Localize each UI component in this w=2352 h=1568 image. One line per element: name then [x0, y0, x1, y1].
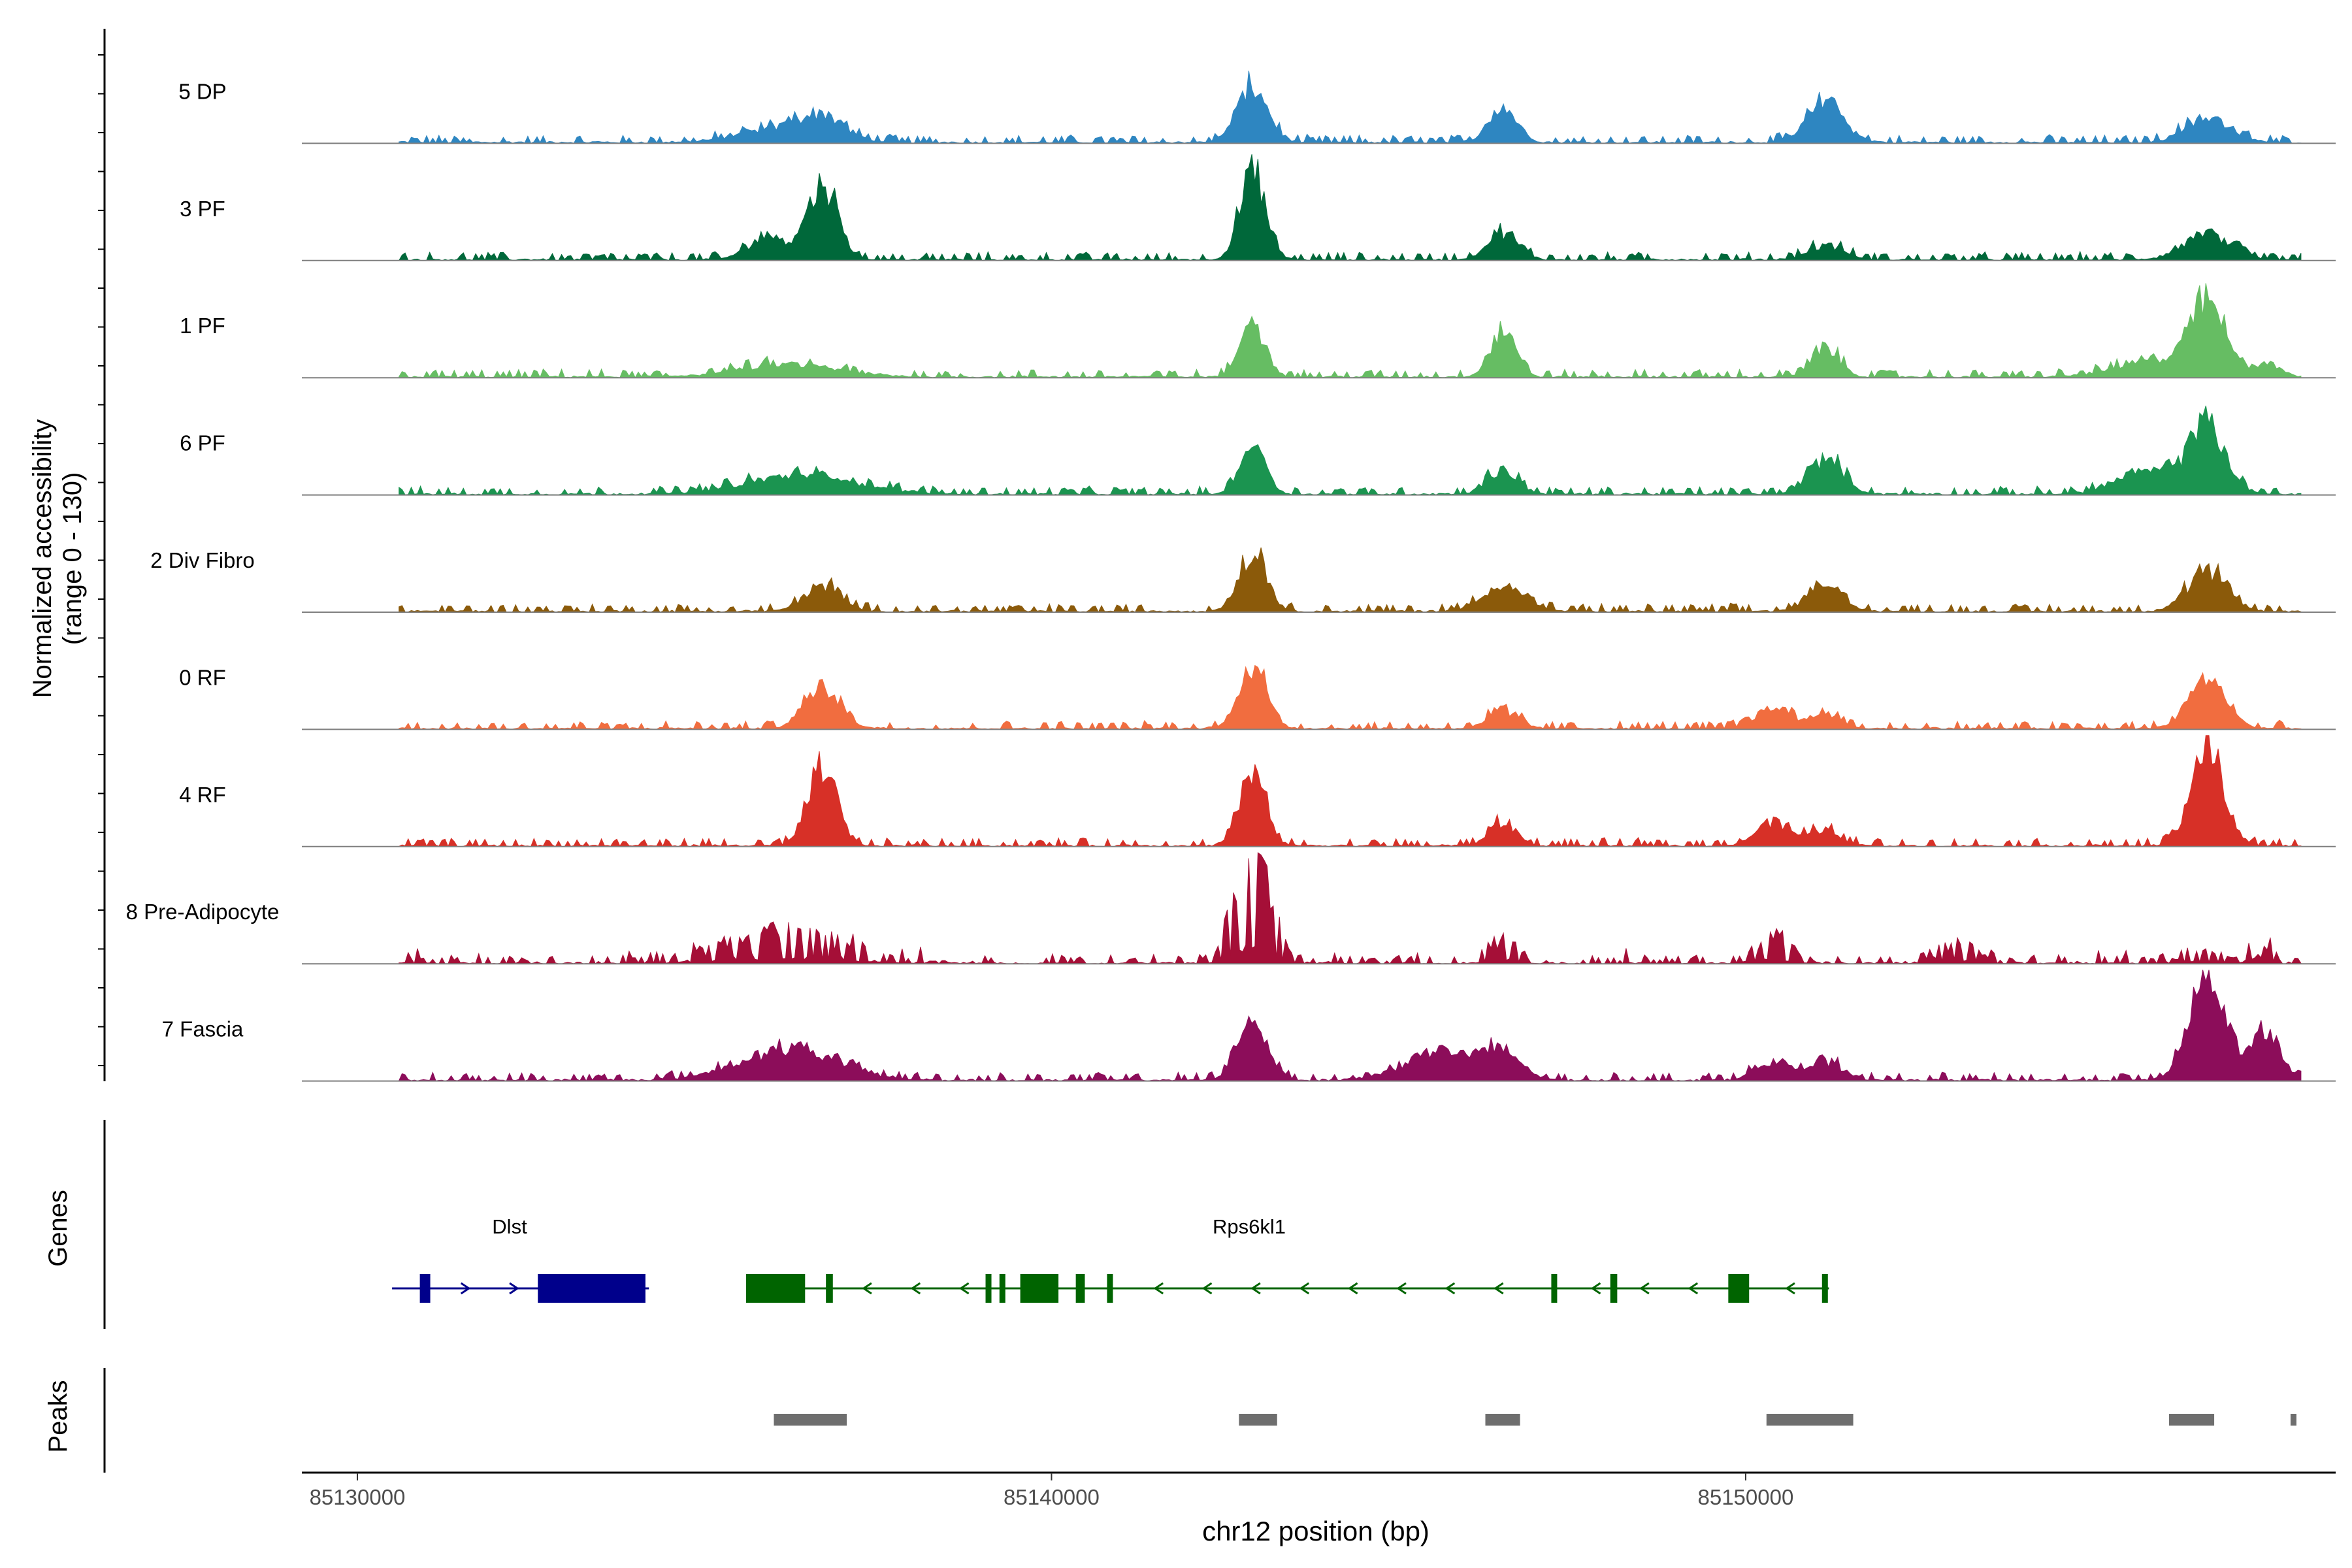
x-tick-label: 85150000 — [1697, 1485, 1793, 1509]
strand-arrow — [460, 1282, 471, 1295]
peak-track — [103, 1368, 2296, 1473]
gene-exon — [745, 1274, 806, 1303]
peaks-axis-title: Peaks — [44, 1380, 73, 1452]
track-7: 4 RF — [179, 735, 2336, 848]
accessibility-tracks: 5 DP 3 PF 1 PF 6 PF 2 Div Fibro 0 RF 4 RF 8 Pre… — [98, 29, 2336, 1082]
gene-label: Rps6kl1 — [1213, 1215, 1286, 1238]
track-label: 8 Pre-Adipocyte — [126, 900, 280, 924]
gene-exon — [419, 1274, 431, 1303]
track-8: 8 Pre-Adipocyte — [126, 852, 2336, 965]
coverage-area — [399, 852, 2302, 965]
track-1: 5 DP — [178, 71, 2336, 144]
track-label: 4 RF — [179, 783, 226, 807]
strand-arrow — [1590, 1282, 1601, 1295]
strand-arrow — [910, 1282, 921, 1295]
coverage-area — [399, 405, 2302, 496]
strand-arrow — [1494, 1282, 1504, 1295]
strand-arrow — [1445, 1282, 1456, 1295]
peak-region — [1239, 1414, 1277, 1426]
gene-exon — [985, 1274, 992, 1303]
track-2: 3 PF — [180, 154, 2336, 262]
track-label: 6 PF — [180, 431, 225, 455]
gene-exon — [826, 1274, 833, 1303]
gene-exon — [538, 1274, 645, 1303]
track-6: 0 RF — [179, 664, 2336, 730]
x-axis-title: chr12 position (bp) — [1202, 1516, 1429, 1546]
gene-exon — [1107, 1274, 1113, 1303]
genes-axis-title: Genes — [44, 1190, 73, 1267]
coverage-area — [399, 970, 2302, 1082]
y-axis-range: (range 0 - 130) — [58, 472, 87, 645]
strand-arrow — [1153, 1282, 1164, 1295]
gene-exon — [1821, 1274, 1828, 1303]
peak-region — [2169, 1414, 2215, 1426]
strand-arrow — [1347, 1282, 1358, 1295]
peak-region — [2290, 1414, 2296, 1426]
coverage-area — [399, 664, 2302, 730]
peak-region — [1485, 1414, 1520, 1426]
gene-rps6kl1: Rps6kl1 — [745, 1215, 1829, 1303]
track-label: 5 DP — [178, 79, 226, 103]
strand-arrow — [1785, 1282, 1795, 1295]
track-label: 0 RF — [179, 665, 226, 689]
gene-track: Dlst Rps6kl1 — [103, 1120, 1829, 1329]
track-4: 6 PF — [180, 405, 2336, 496]
track-5: 2 Div Fibro — [150, 547, 2336, 613]
gene-exon — [1075, 1274, 1085, 1303]
strand-arrow — [1639, 1282, 1650, 1295]
gene-dlst: Dlst — [392, 1215, 649, 1303]
strand-arrow — [1250, 1282, 1261, 1295]
x-axis: 85130000 85140000 85150000 — [302, 1471, 2336, 1509]
strand-arrow — [1688, 1282, 1699, 1295]
track-label: 7 Fascia — [162, 1017, 244, 1041]
strand-arrow — [1396, 1282, 1407, 1295]
track-3: 1 PF — [180, 283, 2336, 379]
strand-arrow — [958, 1282, 970, 1295]
coverage-area — [399, 71, 2302, 144]
gene-exon — [1551, 1274, 1558, 1303]
strand-arrow — [1201, 1282, 1213, 1295]
strand-arrow — [862, 1282, 872, 1295]
gene-exon — [1610, 1274, 1618, 1303]
track-9: 7 Fascia — [162, 970, 2336, 1082]
track-label: 2 Div Fibro — [150, 548, 255, 572]
peak-region — [774, 1414, 847, 1426]
x-tick-label: 85130000 — [310, 1485, 406, 1509]
gene-exon — [1020, 1274, 1059, 1303]
x-tick-label: 85140000 — [1004, 1485, 1100, 1509]
y-axis-title: Normalized accessibility — [28, 419, 57, 698]
gene-exon — [1728, 1274, 1750, 1303]
gene-label: Dlst — [492, 1215, 527, 1238]
gene-exon — [999, 1274, 1005, 1303]
peak-region — [1766, 1414, 1854, 1426]
strand-arrow — [1299, 1282, 1310, 1295]
track-label: 3 PF — [180, 197, 225, 221]
strand-arrow — [509, 1282, 519, 1295]
track-label: 1 PF — [180, 314, 225, 338]
coverage-area — [399, 735, 2302, 848]
